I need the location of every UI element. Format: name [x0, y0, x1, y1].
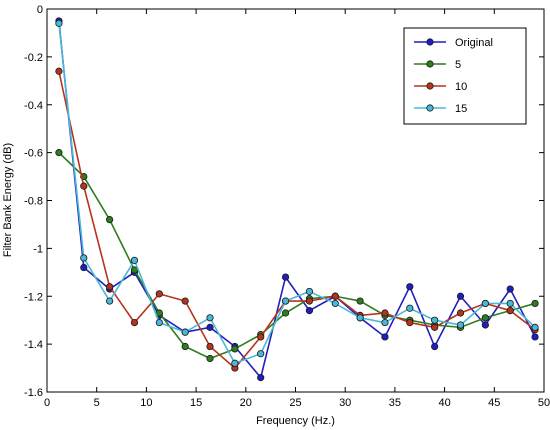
x-tick-label: 35 — [389, 397, 401, 409]
data-point — [80, 263, 88, 272]
data-point — [257, 333, 265, 341]
legend: Original 5 10 15 — [403, 27, 527, 125]
data-point — [331, 292, 339, 300]
data-point — [181, 328, 189, 336]
y-tick-label: -0.8 — [24, 196, 43, 208]
y-tick-label: -1.2 — [24, 291, 43, 303]
data-point — [130, 318, 139, 327]
data-point — [206, 323, 214, 331]
data-point — [181, 297, 189, 305]
data-point — [305, 287, 314, 296]
legend-label: 5 — [455, 59, 461, 71]
data-point — [281, 273, 290, 281]
y-tick-label: -0.6 — [24, 148, 43, 160]
x-axis-label: Frequency (Hz.) — [256, 415, 335, 427]
data-point — [531, 299, 539, 308]
x-tick-label: 5 — [94, 397, 100, 409]
data-point — [431, 342, 439, 351]
data-point — [55, 67, 63, 75]
legend-marker — [426, 60, 434, 68]
data-point — [106, 283, 114, 291]
data-point — [155, 318, 163, 327]
data-point — [456, 321, 465, 329]
data-point — [55, 19, 63, 27]
data-point — [231, 359, 239, 367]
x-tick-label: 30 — [339, 397, 351, 409]
x-tick-label: 10 — [140, 397, 152, 409]
x-tick-label: 15 — [190, 397, 202, 409]
data-point — [281, 309, 290, 317]
data-point — [406, 283, 414, 291]
data-point — [80, 182, 88, 190]
legend-marker — [426, 38, 434, 46]
series-line — [58, 20, 536, 380]
y-tick-label: 0 — [37, 4, 43, 16]
legend-label: Original — [455, 37, 493, 49]
data-point — [531, 333, 539, 341]
data-point — [305, 297, 314, 305]
series-layer — [55, 17, 539, 382]
series-line — [58, 152, 536, 360]
data-point — [206, 342, 214, 351]
data-point — [206, 354, 214, 363]
data-point — [257, 350, 265, 358]
y-axis-label: Filter Bank Energy (dB) — [2, 143, 14, 257]
y-tick-label: -0.2 — [24, 52, 43, 64]
y-tick-label: -1 — [33, 243, 43, 255]
y-tick-label: -1.6 — [24, 387, 43, 399]
series-line — [58, 71, 536, 370]
data-point — [406, 318, 414, 327]
data-point — [456, 292, 465, 300]
x-tick-label: 50 — [538, 397, 550, 409]
data-point — [406, 304, 414, 312]
data-point — [506, 307, 514, 315]
data-point — [80, 254, 88, 262]
data-point — [506, 285, 514, 293]
legend-label: 15 — [455, 103, 467, 115]
data-point — [181, 342, 189, 351]
data-point — [381, 333, 389, 341]
data-point — [155, 290, 163, 298]
data-point — [431, 316, 439, 324]
data-point — [281, 297, 290, 305]
data-point — [531, 323, 539, 331]
series-15 — [55, 19, 539, 367]
data-point — [130, 256, 139, 264]
data-point — [381, 309, 389, 317]
data-point — [481, 321, 489, 329]
x-tick-label: 20 — [240, 397, 252, 409]
data-point — [481, 314, 489, 322]
data-point — [431, 323, 439, 331]
data-point — [456, 309, 465, 317]
x-tick-label: 45 — [488, 397, 500, 409]
data-point — [257, 374, 265, 382]
data-point — [231, 345, 239, 353]
data-point — [506, 299, 514, 308]
data-point — [106, 216, 114, 224]
data-point — [381, 318, 389, 327]
data-point — [206, 314, 214, 322]
data-point — [356, 314, 364, 322]
ticks-layer: 0 5 10 15 20 25 30 35 40 45 50 0 -0.2 -0.4 -0.6 -0.8 -1 -… — [24, 4, 550, 409]
data-point — [106, 297, 114, 305]
data-point — [356, 297, 364, 305]
data-point — [305, 307, 314, 315]
legend-marker — [426, 82, 434, 90]
data-point — [331, 299, 339, 308]
x-tick-label: 40 — [438, 397, 450, 409]
legend-label: 10 — [455, 81, 467, 93]
y-tick-label: -0.4 — [24, 100, 43, 112]
x-tick-label: 0 — [44, 397, 50, 409]
series-line — [58, 23, 536, 365]
y-tick-label: -1.4 — [24, 339, 43, 351]
data-point — [55, 149, 63, 157]
data-point — [481, 299, 489, 308]
x-tick-label: 25 — [289, 397, 301, 409]
legend-marker — [426, 104, 434, 112]
